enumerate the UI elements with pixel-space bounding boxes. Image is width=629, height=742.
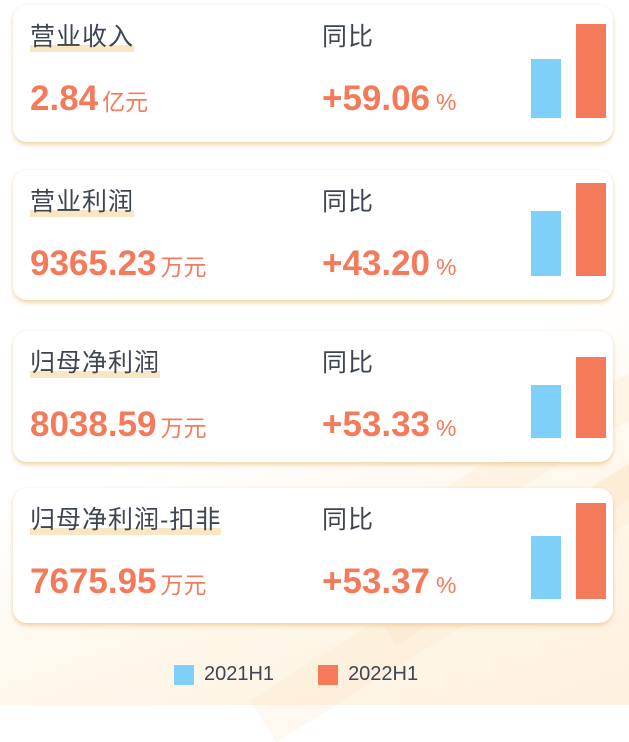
yoy-percent-sign: % — [436, 415, 457, 441]
legend-swatch-2021h1 — [174, 664, 194, 685]
yoy-value: +53.37% — [322, 562, 456, 602]
card-title: 归母净利润-扣非 — [30, 505, 222, 535]
yoy-label: 同比 — [322, 23, 375, 51]
value-number: 8038.59 — [30, 405, 157, 444]
kpi-card: 营业收入 同比 2.84 亿元 +59.06% — [13, 5, 613, 142]
bar-2022h1 — [576, 24, 606, 118]
kpi-card: 归母净利润 同比 8038.59 万元 +53.33% — [13, 331, 613, 462]
yoy-number: +59.06 — [322, 79, 431, 118]
yoy-value: +53.33% — [322, 405, 456, 445]
bar-2021h1 — [531, 58, 561, 118]
yoy-label: 同比 — [322, 188, 375, 216]
yoy-number: +53.33 — [322, 405, 431, 444]
value-number: 7675.95 — [30, 562, 157, 601]
legend-label-2022h1: 2022H1 — [348, 663, 419, 685]
value-number: 9365.23 — [30, 244, 157, 283]
kpi-card: 营业利润 同比 9365.23 万元 +43.20% — [13, 170, 613, 300]
card-title: 营业利润 — [30, 187, 135, 217]
yoy-label: 同比 — [322, 506, 375, 534]
card-value: 9365.23 万元 — [30, 244, 207, 284]
value-unit: 万元 — [160, 254, 207, 280]
card-value: 7675.95 万元 — [30, 562, 207, 602]
bar-2021h1 — [531, 385, 561, 438]
bar-2022h1 — [576, 357, 606, 438]
value-number: 2.84 — [30, 79, 99, 118]
bar-2021h1 — [531, 211, 561, 276]
yoy-value: +59.06% — [322, 79, 456, 119]
yoy-number: +43.20 — [322, 244, 431, 283]
yoy-percent-sign: % — [436, 89, 457, 115]
yoy-label: 同比 — [322, 349, 375, 377]
card-title: 归母净利润 — [30, 348, 161, 378]
bar-2022h1 — [576, 183, 606, 276]
value-unit: 万元 — [160, 572, 207, 598]
card-title: 营业收入 — [30, 22, 135, 52]
kpi-card: 归母净利润-扣非 同比 7675.95 万元 +53.37% — [13, 488, 613, 623]
legend: 2021H1 2022H1 — [174, 663, 418, 686]
bar-2022h1 — [576, 503, 606, 599]
value-unit: 万元 — [160, 415, 207, 441]
legend-label-2021h1: 2021H1 — [204, 663, 275, 685]
legend-swatch-2022h1 — [318, 664, 339, 685]
bar-2021h1 — [531, 536, 561, 599]
card-value: 2.84 亿元 — [30, 79, 148, 119]
value-unit: 亿元 — [102, 89, 149, 115]
yoy-value: +43.20% — [322, 244, 456, 284]
yoy-percent-sign: % — [436, 254, 457, 280]
card-value: 8038.59 万元 — [30, 405, 207, 445]
yoy-number: +53.37 — [322, 562, 431, 601]
yoy-percent-sign: % — [436, 572, 457, 598]
